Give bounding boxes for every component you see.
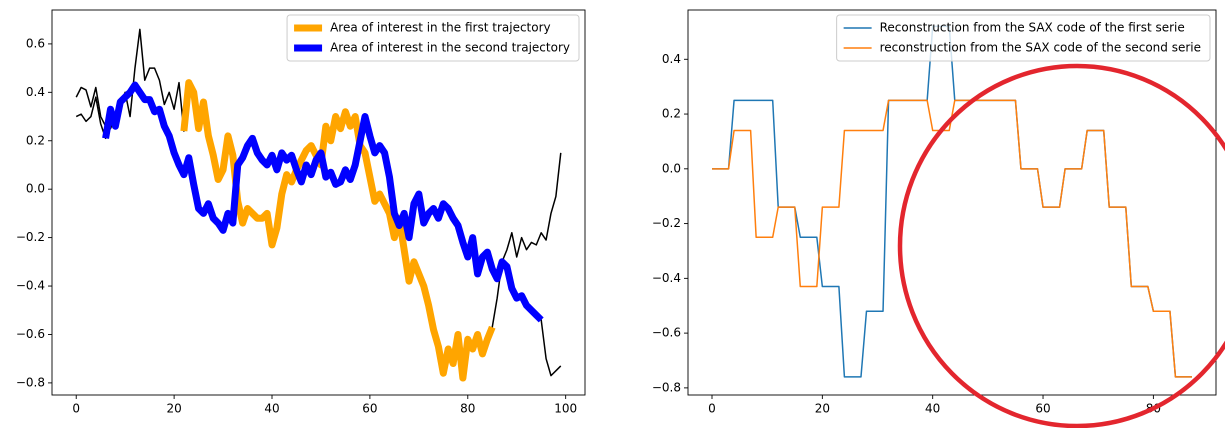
legend-label: Area of interest in the second trajector… (330, 41, 570, 55)
annotation-circle (897, 63, 1225, 429)
y-tick-label: 0.0 (26, 182, 45, 196)
y-tick-label: −0.8 (652, 380, 681, 394)
x-tick-label: 100 (554, 402, 577, 416)
axes-frame (51, 9, 586, 396)
legend: Reconstruction from the SAX code of the … (836, 14, 1211, 62)
series-line (102, 81, 544, 323)
x-tick-label: 0 (72, 402, 80, 416)
y-tick-label: 0.6 (26, 36, 45, 50)
y-tick-label: −0.6 (16, 327, 45, 341)
legend-label: Reconstruction from the SAX code of the … (880, 21, 1185, 35)
x-tick-label: 20 (166, 402, 181, 416)
x-tick-label: 0 (708, 402, 716, 416)
legend-frame (836, 14, 1211, 62)
legend-label: Area of interest in the first trajectory (330, 21, 551, 35)
x-tick-label: 60 (362, 402, 377, 416)
axes-frame (687, 9, 1217, 396)
y-tick-label: 0.4 (662, 52, 681, 66)
y-tick-label: −0.4 (652, 271, 681, 285)
y-tick-label: −0.4 (16, 279, 45, 293)
y-tick-label: 0.4 (26, 85, 45, 99)
y-tick-label: −0.2 (652, 216, 681, 230)
y-tick-label: −0.2 (16, 230, 45, 244)
axes: 0 20 40 60 80−0.8−0.6−0.4−0.20.00.20.4Recons… (652, 9, 1217, 416)
y-tick-label: −0.6 (652, 326, 681, 340)
x-tick-label: 20 (815, 402, 830, 416)
y-tick-label: −0.8 (16, 375, 45, 389)
x-tick-label: 80 (460, 402, 475, 416)
plot-area (75, 28, 562, 382)
y-tick-label: 0.2 (662, 107, 681, 121)
legend-frame (286, 14, 580, 62)
legend: Area of interest in the first trajectory… (286, 14, 580, 62)
legend-label: reconstruction from the SAX code of the … (880, 41, 1201, 55)
y-tick-label: 0.2 (26, 133, 45, 147)
x-tick-label: 40 (264, 402, 279, 416)
y-tick-label: 0.0 (662, 161, 681, 175)
x-tick-label: 40 (925, 402, 940, 416)
axes: 0 20 40 60 80 100 −0.8 −0.6 −0.4 −0.2 0.0 0.2 0.4 0.6… (16, 9, 586, 416)
x-tick-label: 60 (1035, 402, 1050, 416)
